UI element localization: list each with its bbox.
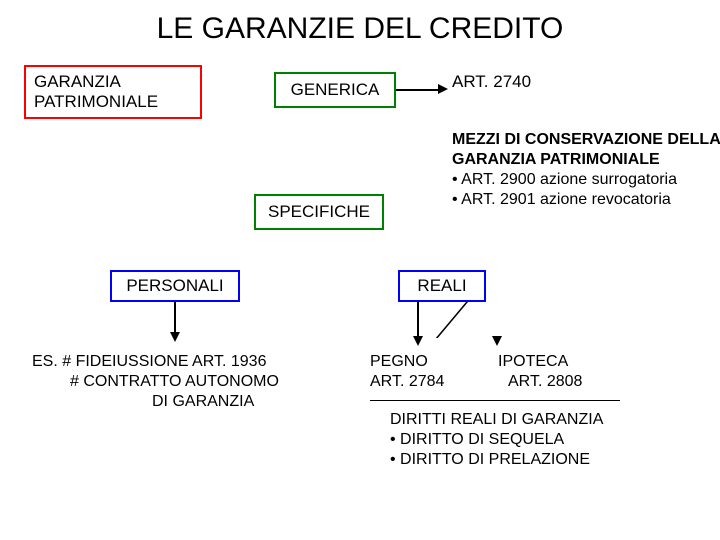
- box-personali: PERSONALI: [110, 270, 240, 302]
- mezzi-heading1: MEZZI DI CONSERVAZIONE DELLA: [452, 130, 720, 150]
- reali-pegno: PEGNO ART. 2784: [370, 352, 444, 392]
- personali-note-2: # CONTRATTO AUTONOMO: [32, 372, 302, 392]
- arrow-art2740-head: [438, 84, 448, 94]
- mezzi-heading2: GARANZIA PATRIMONIALE: [452, 150, 720, 170]
- arrow-pegno-line: [417, 302, 419, 338]
- pegno-name: PEGNO: [370, 352, 444, 372]
- arrow-ipoteca-line: [436, 302, 468, 338]
- mezzi-bullet2: • ART. 2901 azione revocatoria: [452, 190, 720, 210]
- art-generica: ART. 2740: [452, 72, 531, 92]
- personali-note-3: DI GARANZIA: [32, 392, 302, 412]
- mezzi-bullet1: • ART. 2900 azione surrogatoria: [452, 170, 720, 190]
- box-generica: GENERICA: [274, 72, 396, 108]
- diritti-b2: • DIRITTO DI PRELAZIONE: [390, 450, 670, 470]
- arrow-personali-line: [174, 302, 176, 334]
- generica-label: GENERICA: [291, 80, 380, 100]
- diritti-heading: DIRITTI REALI DI GARANZIA: [390, 410, 670, 430]
- ipoteca-art: ART. 2808: [498, 372, 582, 392]
- box-specifiche: SPECIFICHE: [254, 194, 384, 230]
- personali-note-1: ES. # FIDEIUSSIONE ART. 1936: [32, 352, 302, 372]
- mezzi-block: MEZZI DI CONSERVAZIONE DELLA GARANZIA PA…: [452, 130, 720, 210]
- arrow-pegno-head: [413, 336, 423, 346]
- garanzia-line2: PATRIMONIALE: [34, 92, 158, 112]
- page-title: LE GARANZIE DEL CREDITO: [0, 12, 720, 46]
- diritti-b1: • DIRITTO DI SEQUELA: [390, 430, 670, 450]
- diritti-block: DIRITTI REALI DI GARANZIA • DIRITTO DI S…: [390, 410, 670, 470]
- box-garanzia-patrimoniale: GARANZIA PATRIMONIALE: [24, 65, 202, 119]
- garanzia-line1: GARANZIA: [34, 72, 158, 92]
- arrow-ipoteca-head: [492, 336, 502, 346]
- reali-ipoteca: IPOTECA ART. 2808: [498, 352, 582, 392]
- pegno-art: ART. 2784: [370, 372, 444, 392]
- arrow-personali-head: [170, 332, 180, 342]
- box-reali: REALI: [398, 270, 486, 302]
- personali-label: PERSONALI: [126, 276, 223, 296]
- ipoteca-name: IPOTECA: [498, 352, 582, 372]
- arrow-art2740-line: [396, 89, 440, 91]
- specifiche-label: SPECIFICHE: [268, 202, 370, 222]
- personali-note: ES. # FIDEIUSSIONE ART. 1936 # CONTRATTO…: [32, 352, 302, 412]
- reali-label: REALI: [417, 276, 466, 296]
- hr-diritti: [370, 400, 620, 401]
